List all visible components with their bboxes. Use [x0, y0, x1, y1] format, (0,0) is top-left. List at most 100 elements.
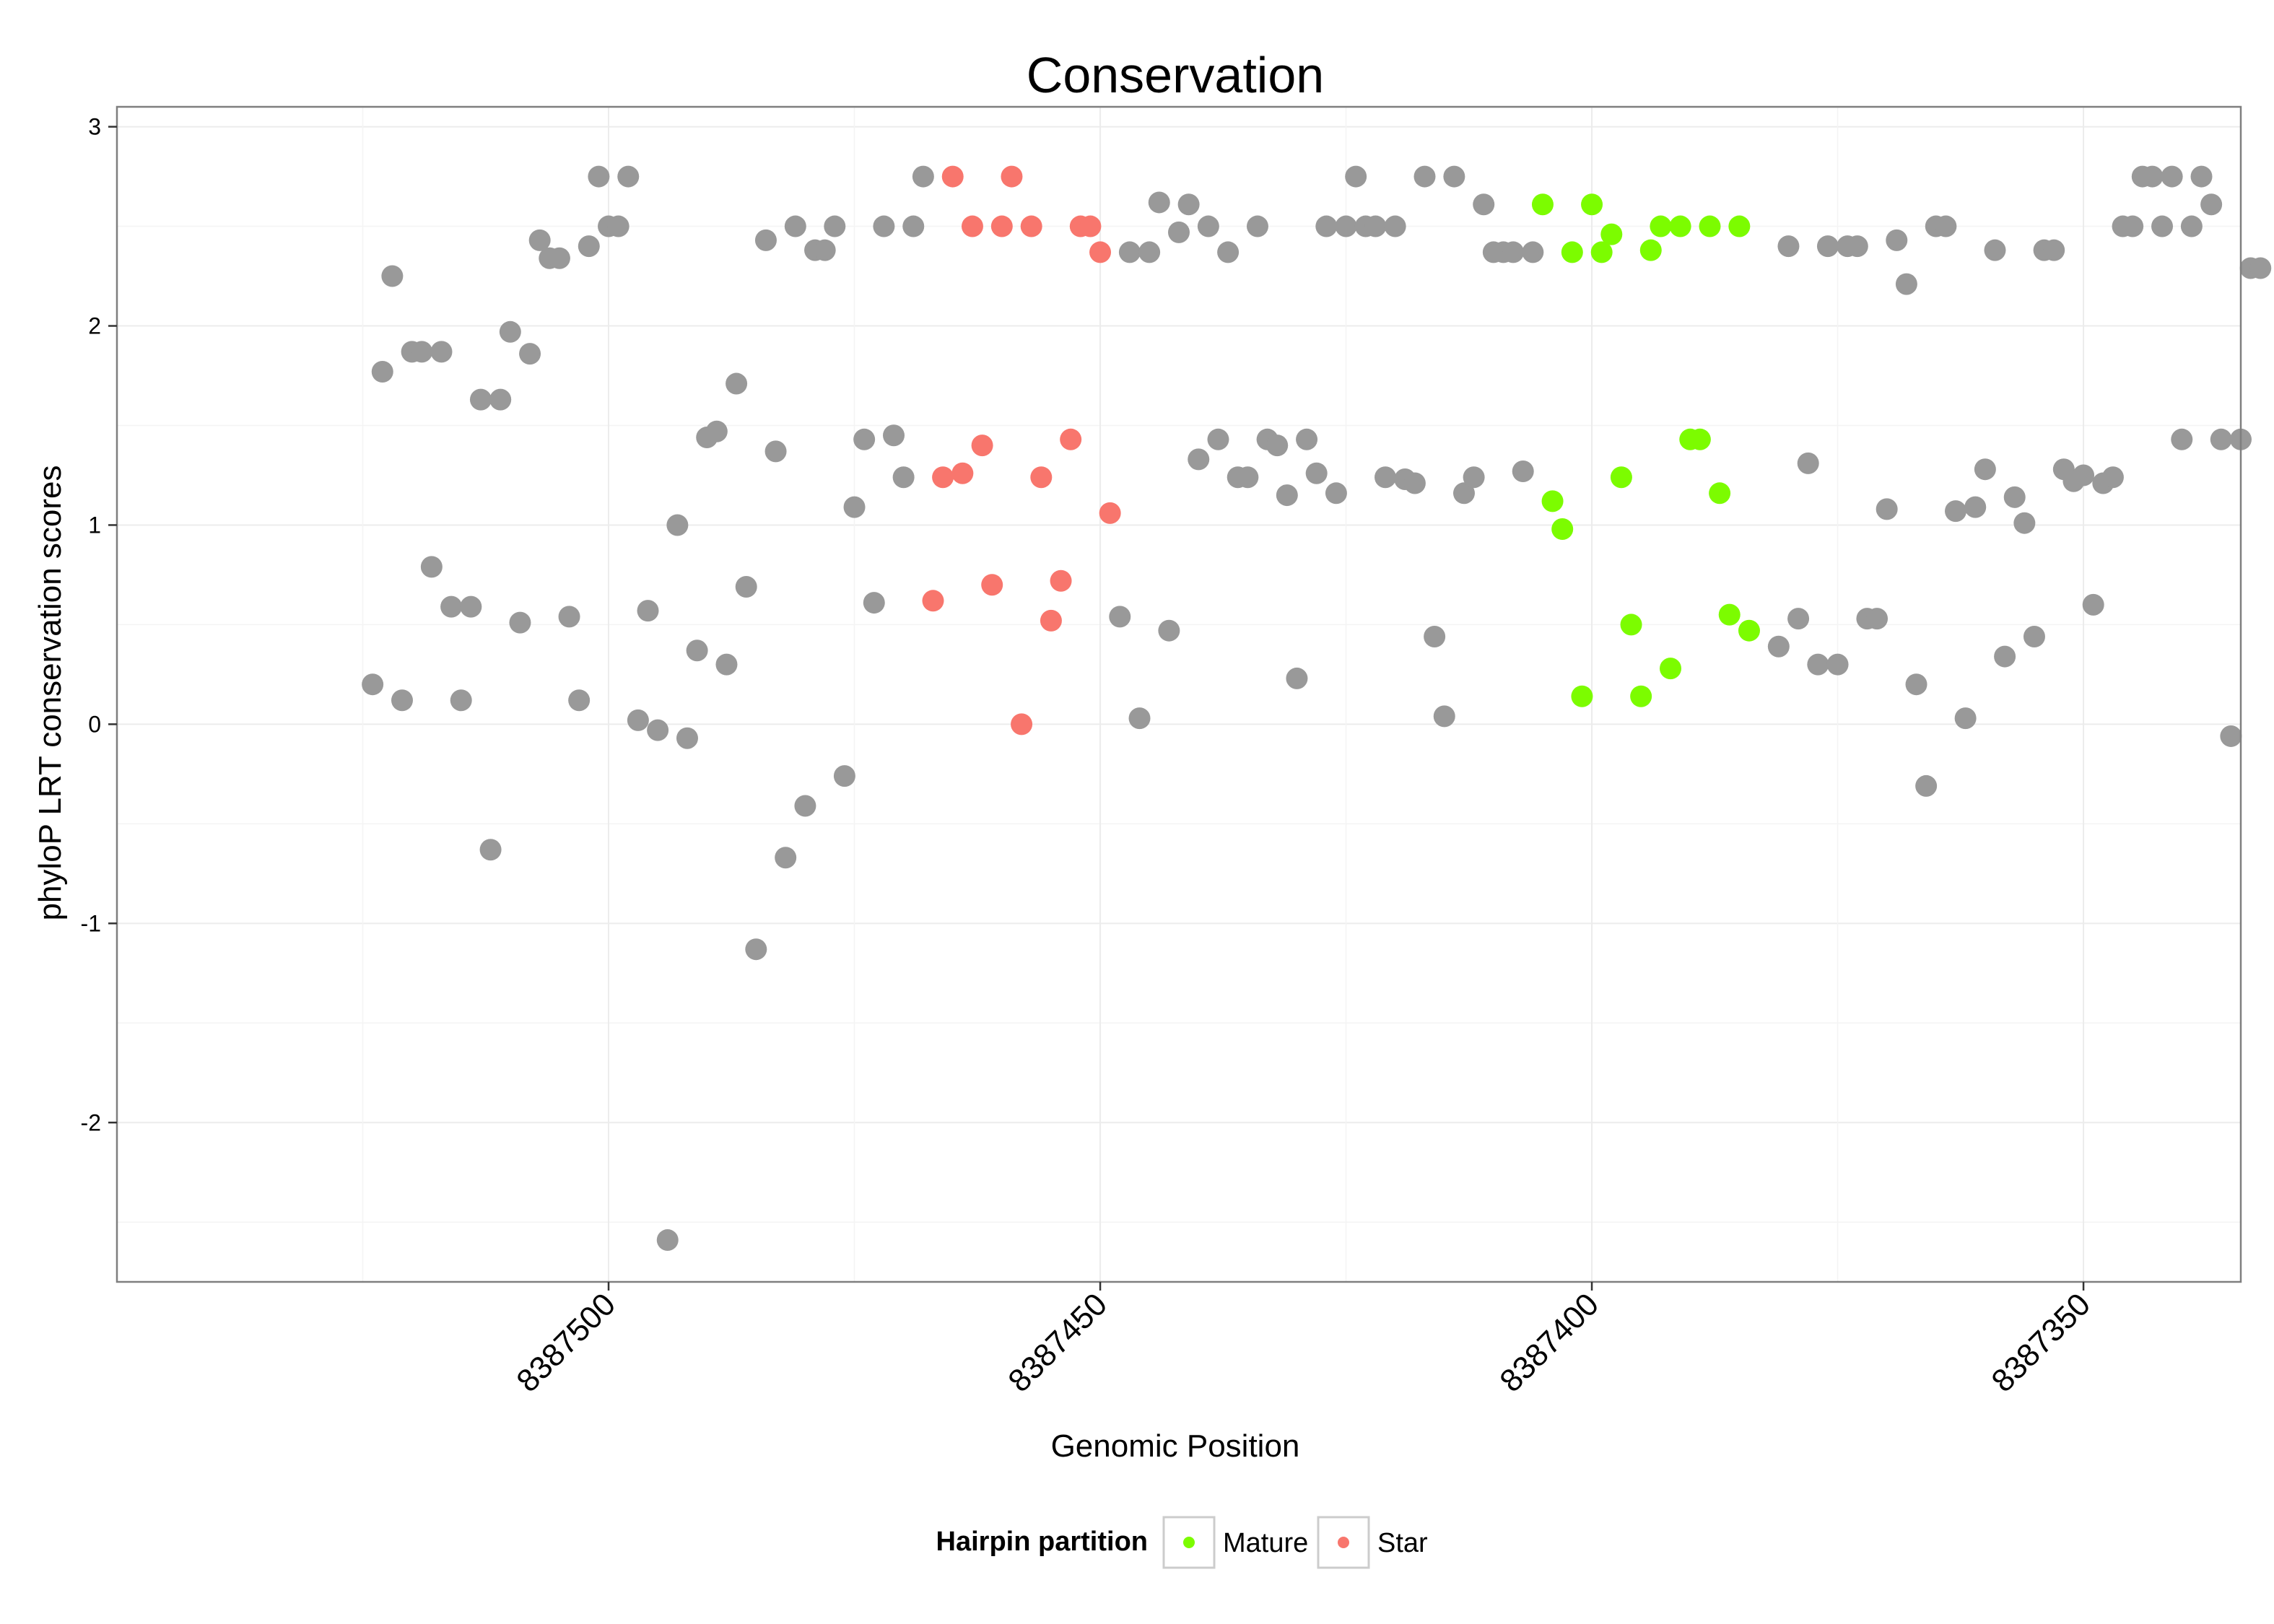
point-other	[1473, 193, 1495, 216]
point-mature	[1718, 603, 1741, 626]
point-other	[1148, 191, 1170, 214]
point-star	[922, 590, 944, 612]
data-points	[362, 165, 2272, 1252]
point-mature	[1620, 614, 1642, 636]
point-other	[2171, 428, 2193, 450]
point-other	[1424, 625, 1446, 647]
point-other	[1158, 619, 1180, 642]
point-other	[853, 428, 876, 450]
point-other	[1797, 452, 1819, 474]
point-other	[450, 689, 472, 712]
point-other	[794, 795, 816, 817]
point-mature	[1689, 428, 1711, 450]
point-star	[1020, 215, 1042, 237]
point-other	[1118, 241, 1141, 263]
y-tick-label: 2	[88, 313, 101, 339]
point-other	[764, 440, 787, 463]
y-tick-label: -2	[81, 1109, 101, 1135]
point-other	[1522, 241, 1544, 263]
point-other	[2180, 215, 2203, 237]
point-other	[1384, 215, 1406, 237]
point-other	[666, 514, 689, 536]
point-star	[990, 215, 1013, 237]
point-mature	[1699, 215, 1721, 237]
point-other	[1375, 466, 1397, 489]
point-other	[578, 235, 600, 258]
point-other	[843, 496, 866, 518]
point-mature	[1660, 658, 1682, 680]
point-mature	[1541, 490, 1564, 512]
point-other	[686, 639, 708, 662]
point-star	[932, 466, 954, 489]
point-other	[2141, 165, 2164, 188]
point-other	[637, 600, 659, 622]
point-other	[833, 765, 855, 787]
point-other	[548, 247, 570, 269]
point-other	[2122, 215, 2144, 237]
point-other	[1895, 273, 1917, 295]
point-other	[558, 606, 580, 628]
y-axis-ticks: -2 -1 0 1 2 3	[81, 114, 117, 1135]
point-mature	[1639, 239, 1662, 261]
legend-swatch-star	[1338, 1537, 1349, 1548]
legend-label-mature: Mature	[1223, 1528, 1308, 1558]
point-other	[1777, 235, 1800, 258]
point-other	[2210, 428, 2232, 450]
point-star	[1040, 609, 1062, 632]
x-axis-title: Genomic Position	[1051, 1428, 1300, 1464]
grid-lines	[116, 107, 2241, 1282]
point-mature	[1590, 241, 1613, 263]
point-other	[1905, 673, 1927, 696]
point-other	[647, 719, 669, 741]
point-other	[705, 420, 728, 442]
point-other	[588, 165, 610, 188]
point-other	[479, 839, 502, 861]
legend-key-star	[1317, 1516, 1370, 1569]
x-axis-ticks: 8387500 8387450 8387400 8387350	[510, 1282, 2097, 1399]
y-tick-label: -1	[81, 910, 101, 936]
legend-title: Hairpin partition	[936, 1527, 1148, 1557]
legend-label-star: Star	[1377, 1528, 1428, 1558]
point-star	[1050, 569, 1072, 592]
chart-title: Conservation	[1027, 47, 1324, 103]
point-other	[519, 343, 541, 365]
point-star	[1030, 466, 1053, 489]
point-other	[362, 673, 384, 696]
point-other	[2151, 215, 2174, 237]
point-other	[1177, 193, 1200, 216]
point-other	[2013, 512, 2036, 534]
point-other	[2161, 165, 2183, 188]
point-other	[1128, 707, 1151, 730]
point-other	[824, 215, 846, 237]
point-other	[1945, 500, 1967, 523]
point-other	[883, 424, 905, 447]
point-other	[1826, 653, 1849, 676]
point-other	[1305, 462, 1328, 484]
point-other	[754, 229, 777, 251]
point-star	[1060, 428, 1082, 450]
point-other	[1413, 165, 1436, 188]
point-mature	[1728, 215, 1751, 237]
point-other	[2082, 593, 2104, 616]
point-other	[1335, 215, 1357, 237]
point-other	[2249, 257, 2272, 279]
y-axis-title: phyloP LRT conservation scores	[32, 465, 68, 920]
legend: Hairpin partition Mature Star	[936, 1516, 1428, 1569]
point-star	[951, 462, 974, 484]
point-other	[607, 215, 630, 237]
point-other	[430, 341, 453, 363]
point-mature	[1610, 466, 1632, 489]
point-other	[2101, 466, 2124, 489]
point-other	[2023, 625, 2045, 647]
point-other	[2073, 464, 2095, 486]
point-star	[1079, 215, 1102, 237]
x-tick-label: 8387350	[1985, 1286, 2097, 1399]
legend-swatch-mature	[1183, 1537, 1195, 1548]
point-other	[1266, 435, 1289, 457]
point-other	[1109, 606, 1131, 628]
point-star	[1099, 502, 1121, 524]
point-other	[1866, 608, 1889, 630]
point-other	[873, 215, 895, 237]
point-other	[528, 229, 551, 251]
point-other	[1502, 241, 1525, 263]
